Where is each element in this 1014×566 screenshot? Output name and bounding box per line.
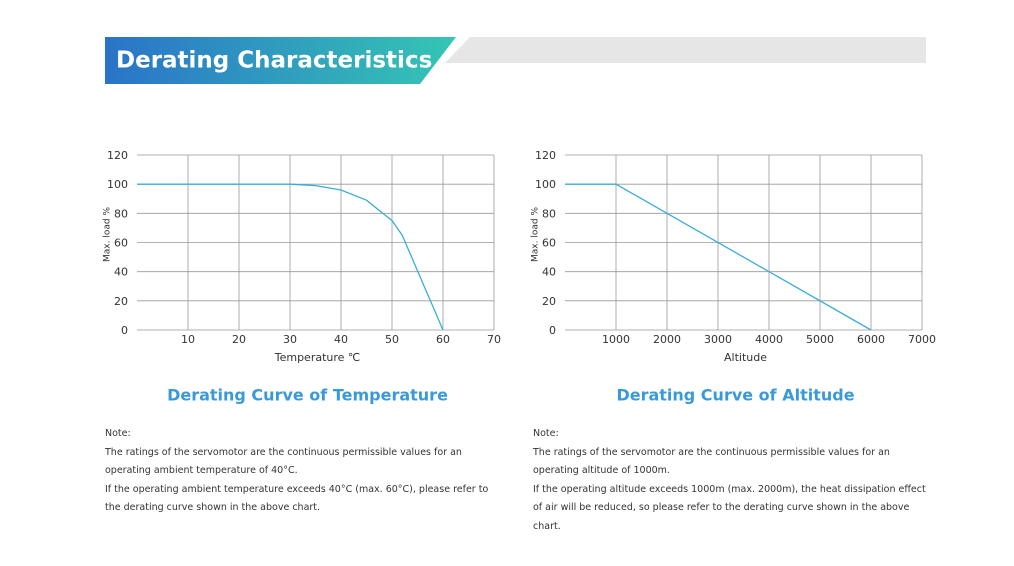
y-tick-label: 120	[535, 149, 556, 162]
y-tick-label: 40	[114, 266, 128, 279]
y-tick-label: 40	[542, 266, 556, 279]
x-tick-label: 70	[487, 333, 501, 346]
x-tick-label: 3000	[704, 333, 732, 346]
y-tick-label: 20	[114, 295, 128, 308]
note-text: The ratings of the servomotor are the co…	[105, 446, 462, 477]
y-tick-label: 100	[535, 178, 556, 191]
x-tick-label: 5000	[806, 333, 834, 346]
x-tick-label: 60	[436, 333, 450, 346]
note: Note: The ratings of the servomotor are …	[105, 425, 505, 518]
x-tick-label: 30	[283, 333, 297, 346]
x-axis-label: Altitude	[724, 351, 767, 364]
x-tick-label: 10	[181, 333, 195, 346]
x-tick-label: 4000	[755, 333, 783, 346]
y-tick-label: 20	[542, 295, 556, 308]
chart-title: Derating Curve of Temperature	[167, 386, 448, 405]
y-tick-label: 0	[549, 324, 556, 337]
y-tick-label: 120	[107, 149, 128, 162]
y-tick-label: 0	[121, 324, 128, 337]
y-tick-label: 60	[114, 237, 128, 250]
x-tick-label: 2000	[653, 333, 681, 346]
x-tick-label: 7000	[908, 333, 936, 346]
header-title: Derating Characteristics	[116, 48, 432, 74]
note: Note: The ratings of the servomotor are …	[533, 425, 933, 536]
y-axis-label: Max. load %	[531, 207, 541, 262]
header-stripe	[445, 37, 926, 63]
x-tick-label: 50	[385, 333, 399, 346]
note-heading: Note:	[105, 428, 131, 439]
y-tick-label: 60	[542, 237, 556, 250]
note-text: If the operating ambient temperature exc…	[105, 483, 489, 514]
note-text: If the operating altitude exceeds 1000m …	[533, 483, 926, 532]
x-tick-label: 1000	[602, 333, 630, 346]
x-axis-label: Temperature ℃	[274, 351, 361, 364]
y-tick-label: 80	[114, 207, 128, 220]
chart-title: Derating Curve of Altitude	[616, 386, 854, 405]
note-text: The ratings of the servomotor are the co…	[533, 446, 890, 477]
x-tick-label: 40	[334, 333, 348, 346]
note-heading: Note:	[533, 428, 559, 439]
data-line	[565, 183, 872, 331]
y-tick-label: 100	[107, 178, 128, 191]
y-axis-label: Max. load %	[103, 207, 113, 262]
data-line	[137, 183, 444, 331]
header-banner	[105, 37, 456, 84]
y-tick-label: 80	[542, 207, 556, 220]
x-tick-label: 6000	[857, 333, 885, 346]
x-tick-label: 20	[232, 333, 246, 346]
